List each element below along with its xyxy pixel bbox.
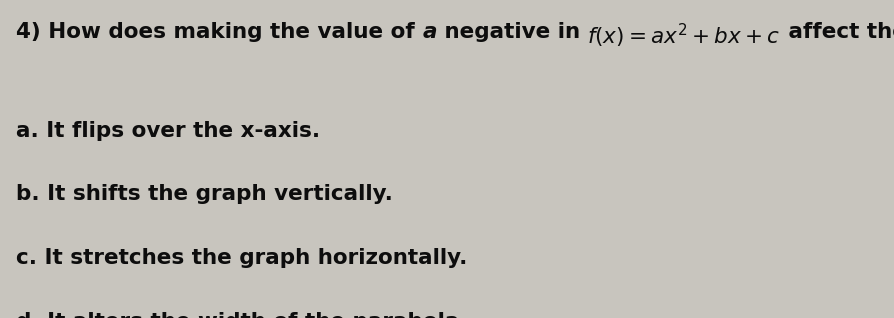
Text: 4) How does making the value of: 4) How does making the value of xyxy=(16,22,422,42)
Text: b. It shifts the graph vertically.: b. It shifts the graph vertically. xyxy=(16,184,392,204)
Text: $f(x) = ax^{2} + bx + c$: $f(x) = ax^{2} + bx + c$ xyxy=(586,22,780,51)
Text: a. It flips over the x-axis.: a. It flips over the x-axis. xyxy=(16,121,320,141)
Text: a: a xyxy=(422,22,436,42)
Text: negative in: negative in xyxy=(436,22,586,42)
Text: c. It stretches the graph horizontally.: c. It stretches the graph horizontally. xyxy=(16,248,467,268)
Text: d. It alters the width of the parabola.: d. It alters the width of the parabola. xyxy=(16,312,468,318)
Text: affect the g: affect the g xyxy=(780,22,894,42)
